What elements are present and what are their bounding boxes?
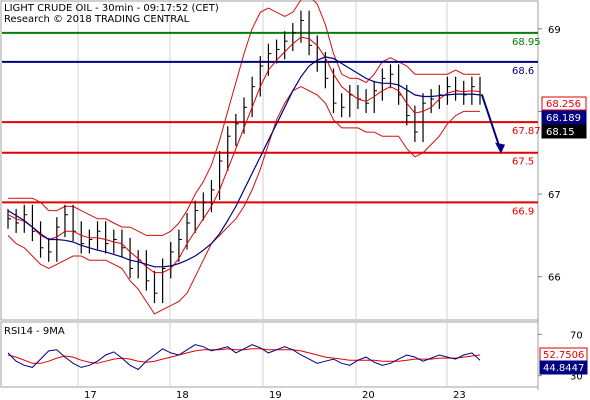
rsi-line	[7, 344, 481, 371]
forecast-arrowhead	[495, 142, 505, 154]
x-tick-label: 18	[176, 390, 189, 400]
level-label: 68.95	[512, 37, 541, 48]
x-tick-label: 19	[269, 390, 282, 400]
bollinger-bands	[7, 0, 480, 315]
price-box	[541, 110, 587, 125]
price-bars	[7, 10, 483, 304]
x-tick-label: 20	[362, 390, 375, 400]
rsi-tick-label: 30	[570, 372, 583, 383]
rsi-value-label: 52.7506	[543, 350, 584, 361]
price-box-label: 68.256	[546, 99, 581, 110]
x-tick-label: 23	[453, 390, 466, 400]
rsi-tick-label: 70	[570, 330, 583, 341]
price-box-label: 68.189	[546, 113, 581, 124]
price-panel-frame	[0, 0, 539, 321]
level-label: 67.5	[512, 157, 534, 168]
rsi-lines	[7, 344, 481, 371]
rsi-ma-line	[7, 348, 481, 364]
price-box	[541, 96, 587, 111]
moving-averages	[7, 36, 481, 274]
axes-labels: 17181920236968676668.25668.18968.1570305…	[84, 25, 588, 400]
y-tick-label: 66	[548, 273, 561, 284]
level-label: 67.87	[512, 126, 541, 137]
x-tick-label: 17	[84, 390, 97, 400]
price-box-label: 68.15	[546, 127, 575, 138]
rsi-value-label: 44.8447	[543, 363, 584, 374]
upper-band-line	[8, 0, 480, 236]
lower-band-line	[7, 86, 480, 315]
chart-subtitle: Research © 2018 TRADING CENTRAL	[4, 14, 190, 25]
forecast-arrow	[481, 94, 505, 154]
level-label: 66.9	[512, 206, 534, 217]
y-tick-label: 67	[548, 190, 561, 201]
day-separators	[77, 1, 448, 388]
blue-moving-average	[7, 56, 481, 268]
chart-title: LIGHT CRUDE OIL - 30min - 09:17:52 (CET)	[4, 3, 219, 14]
y-tick-label: 69	[548, 25, 561, 36]
rsi-panel-frame	[0, 321, 539, 388]
forecast-line	[481, 94, 501, 149]
level-label: 68.6	[512, 66, 534, 77]
rsi-value-box	[539, 360, 588, 375]
rsi-label: RSI14 - 9MA	[4, 326, 65, 337]
red-moving-average	[7, 36, 481, 274]
price-box	[541, 124, 587, 139]
